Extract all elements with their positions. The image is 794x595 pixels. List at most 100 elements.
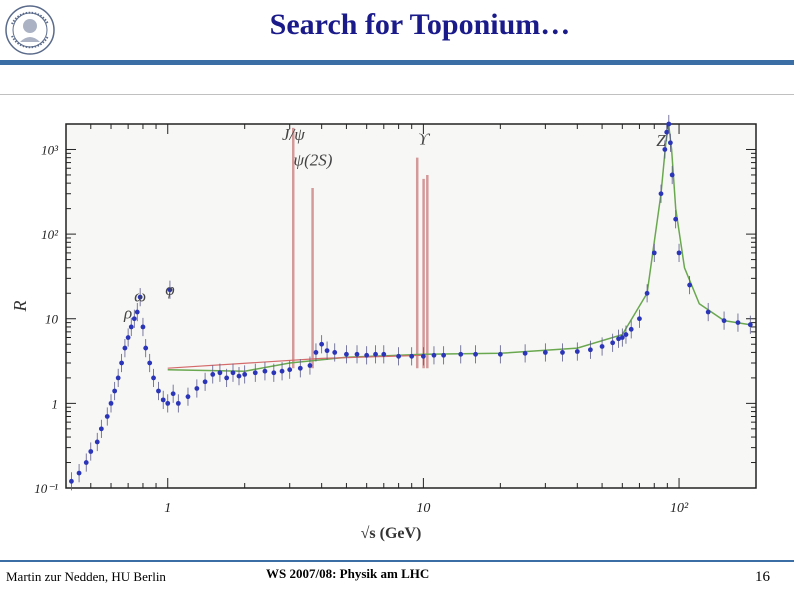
data-point bbox=[662, 147, 668, 152]
data-point bbox=[83, 460, 89, 465]
data-point bbox=[747, 322, 753, 328]
data-point bbox=[644, 290, 650, 296]
data-point bbox=[381, 351, 387, 357]
data-point bbox=[242, 371, 248, 377]
data-point bbox=[664, 129, 670, 135]
data-point bbox=[230, 370, 236, 376]
data-point bbox=[104, 414, 110, 419]
data-point bbox=[623, 332, 629, 337]
y-tick-label: 1 bbox=[52, 396, 59, 411]
data-point bbox=[115, 375, 121, 381]
data-point bbox=[167, 287, 173, 293]
data-point bbox=[271, 370, 277, 376]
data-point bbox=[676, 250, 682, 256]
resonance-label: Z bbox=[656, 131, 666, 150]
data-point bbox=[185, 394, 191, 400]
data-point bbox=[574, 349, 580, 354]
y-tick-label: 10² bbox=[41, 227, 59, 242]
data-point bbox=[666, 121, 672, 127]
data-point bbox=[409, 353, 415, 359]
data-point bbox=[522, 350, 528, 356]
data-point bbox=[420, 353, 426, 359]
data-point bbox=[297, 365, 303, 371]
resonance-label: ψ(2S) bbox=[294, 150, 333, 169]
data-point bbox=[669, 172, 675, 178]
footer-author: Martin zur Nedden, HU Berlin bbox=[6, 569, 166, 584]
data-point bbox=[217, 370, 223, 376]
data-point bbox=[628, 326, 634, 332]
resonance-label: ω bbox=[134, 286, 146, 305]
chart-svg: 1 10 10² 10⁻¹ 1 10 10² 10³ √s (GeV) R ρω φ J/ψ ψ(2S) ϒ… bbox=[10, 114, 757, 542]
data-point bbox=[151, 375, 156, 381]
data-point bbox=[616, 336, 621, 342]
data-point bbox=[441, 352, 447, 358]
data-point bbox=[307, 363, 313, 368]
data-point bbox=[287, 367, 293, 373]
data-point bbox=[98, 426, 104, 432]
data-point bbox=[319, 341, 325, 347]
resonance-label: φ bbox=[165, 280, 174, 299]
x-tick-label: 10² bbox=[670, 501, 689, 516]
chart-frame-layer bbox=[65, 123, 757, 489]
data-point bbox=[170, 391, 176, 397]
data-point bbox=[364, 352, 370, 358]
data-point bbox=[122, 345, 128, 351]
data-point bbox=[673, 216, 679, 222]
resonance-label: ϒ bbox=[418, 129, 431, 148]
footer-divider bbox=[0, 560, 794, 562]
data-point bbox=[721, 318, 727, 324]
x-tick-label: 1 bbox=[164, 501, 171, 516]
data-point bbox=[599, 344, 605, 349]
data-point bbox=[252, 370, 258, 376]
data-points-layer bbox=[69, 114, 753, 491]
parton-model-line bbox=[167, 354, 424, 369]
page-number: 16 bbox=[755, 569, 770, 585]
data-point bbox=[108, 400, 114, 406]
model-curve-layer bbox=[167, 125, 751, 372]
y-axis-label: R bbox=[10, 301, 30, 313]
data-point bbox=[324, 348, 330, 354]
data-point bbox=[262, 368, 268, 374]
header-thin-rule bbox=[0, 94, 794, 95]
resonance-label: J/ψ bbox=[282, 125, 305, 144]
data-point bbox=[69, 478, 74, 484]
data-point bbox=[147, 360, 153, 366]
data-point bbox=[458, 351, 464, 357]
data-point bbox=[125, 335, 131, 340]
data-point bbox=[224, 375, 230, 381]
data-point bbox=[344, 351, 349, 357]
data-point bbox=[396, 353, 402, 359]
data-point bbox=[354, 351, 360, 357]
y-tick-label: 10 bbox=[45, 312, 59, 327]
labels-layer: 1 10 10² 10⁻¹ 1 10 10² 10³ √s (GeV) R ρω φ J/ψ ψ(2S) ϒ… bbox=[10, 125, 689, 542]
data-point bbox=[497, 351, 503, 357]
data-point bbox=[202, 379, 208, 385]
data-point bbox=[140, 324, 146, 330]
data-point bbox=[165, 400, 171, 406]
data-point bbox=[128, 324, 134, 330]
data-point bbox=[194, 386, 200, 391]
footer-course: WS 2007/08: Physik am LHC bbox=[266, 566, 430, 581]
data-point bbox=[131, 316, 137, 322]
data-point bbox=[137, 294, 143, 300]
data-point bbox=[313, 350, 319, 355]
data-point bbox=[175, 400, 181, 406]
data-point bbox=[134, 309, 140, 315]
data-point bbox=[112, 388, 118, 394]
data-point bbox=[687, 282, 693, 288]
data-point bbox=[587, 347, 593, 353]
data-point bbox=[667, 140, 673, 146]
data-point bbox=[431, 352, 437, 358]
y-tick-label: 10⁻¹ bbox=[34, 481, 58, 496]
data-point bbox=[332, 350, 338, 355]
resonance-label: ρ bbox=[123, 304, 132, 323]
data-point bbox=[651, 250, 657, 256]
data-point bbox=[160, 397, 166, 403]
x-axis-label: √s (GeV) bbox=[361, 525, 422, 542]
data-point bbox=[119, 360, 125, 366]
data-point bbox=[88, 449, 94, 454]
x-tick-label: 10 bbox=[416, 501, 430, 516]
data-point bbox=[735, 320, 741, 326]
data-point bbox=[76, 470, 82, 476]
